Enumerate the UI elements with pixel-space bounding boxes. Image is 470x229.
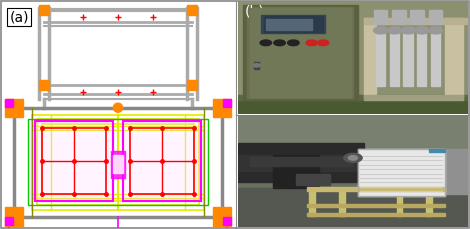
Bar bbox=[403, 32, 413, 86]
Bar bbox=[5, 99, 23, 117]
Bar bbox=[307, 204, 445, 207]
Bar bbox=[374, 10, 387, 24]
Bar bbox=[238, 143, 364, 183]
Bar bbox=[417, 32, 426, 86]
Bar bbox=[248, 7, 353, 98]
Bar bbox=[35, 121, 113, 201]
Text: (b): (b) bbox=[245, 5, 265, 19]
Bar bbox=[28, 119, 208, 205]
Bar bbox=[390, 27, 399, 33]
Circle shape bbox=[415, 27, 429, 34]
Bar bbox=[264, 16, 323, 32]
Bar bbox=[238, 155, 376, 171]
Bar bbox=[403, 27, 413, 33]
Bar bbox=[426, 188, 432, 216]
Circle shape bbox=[306, 40, 317, 46]
Bar bbox=[250, 157, 353, 166]
Circle shape bbox=[374, 27, 387, 34]
Bar bbox=[111, 151, 125, 178]
Bar bbox=[5, 207, 23, 226]
Text: (a): (a) bbox=[9, 10, 29, 24]
Bar bbox=[376, 27, 385, 33]
Bar bbox=[376, 32, 385, 86]
Bar bbox=[417, 27, 426, 33]
Circle shape bbox=[274, 40, 285, 46]
Bar bbox=[243, 5, 358, 100]
Circle shape bbox=[113, 103, 123, 112]
Bar bbox=[392, 10, 406, 24]
Circle shape bbox=[260, 40, 272, 46]
Bar bbox=[358, 149, 445, 196]
Bar bbox=[32, 114, 204, 210]
Bar bbox=[238, 1, 468, 97]
Bar bbox=[238, 97, 468, 114]
Bar bbox=[431, 27, 440, 33]
Bar bbox=[213, 99, 231, 117]
Bar bbox=[364, 18, 376, 97]
Bar bbox=[213, 207, 231, 226]
Bar bbox=[42, 128, 106, 194]
Bar bbox=[113, 155, 123, 173]
Bar bbox=[35, 121, 113, 201]
Bar bbox=[397, 188, 402, 216]
Bar bbox=[296, 174, 330, 185]
Circle shape bbox=[348, 156, 358, 160]
Bar bbox=[390, 32, 399, 86]
Bar bbox=[364, 95, 463, 100]
Bar bbox=[37, 119, 199, 205]
Bar bbox=[261, 15, 325, 33]
Bar bbox=[429, 10, 442, 24]
Bar bbox=[273, 155, 319, 188]
Bar bbox=[123, 121, 201, 201]
Bar bbox=[307, 213, 445, 216]
Bar bbox=[42, 124, 194, 201]
Bar bbox=[238, 115, 468, 177]
Bar bbox=[364, 18, 468, 24]
Bar bbox=[130, 128, 194, 194]
Bar bbox=[339, 188, 345, 216]
Circle shape bbox=[253, 64, 260, 67]
Bar bbox=[123, 121, 201, 201]
Bar bbox=[266, 19, 312, 30]
Bar bbox=[410, 10, 424, 24]
Bar bbox=[445, 149, 468, 194]
Circle shape bbox=[401, 27, 415, 34]
Bar bbox=[309, 188, 315, 216]
Bar bbox=[238, 95, 468, 100]
Circle shape bbox=[317, 40, 329, 46]
Bar bbox=[307, 187, 445, 191]
Bar bbox=[358, 149, 445, 196]
Circle shape bbox=[429, 27, 442, 34]
Circle shape bbox=[387, 27, 401, 34]
Circle shape bbox=[288, 40, 299, 46]
Bar bbox=[254, 62, 259, 69]
Bar bbox=[250, 8, 351, 97]
Bar bbox=[431, 32, 440, 86]
Circle shape bbox=[344, 153, 362, 162]
Bar bbox=[238, 188, 468, 227]
Bar bbox=[445, 18, 463, 97]
Bar bbox=[429, 149, 445, 152]
